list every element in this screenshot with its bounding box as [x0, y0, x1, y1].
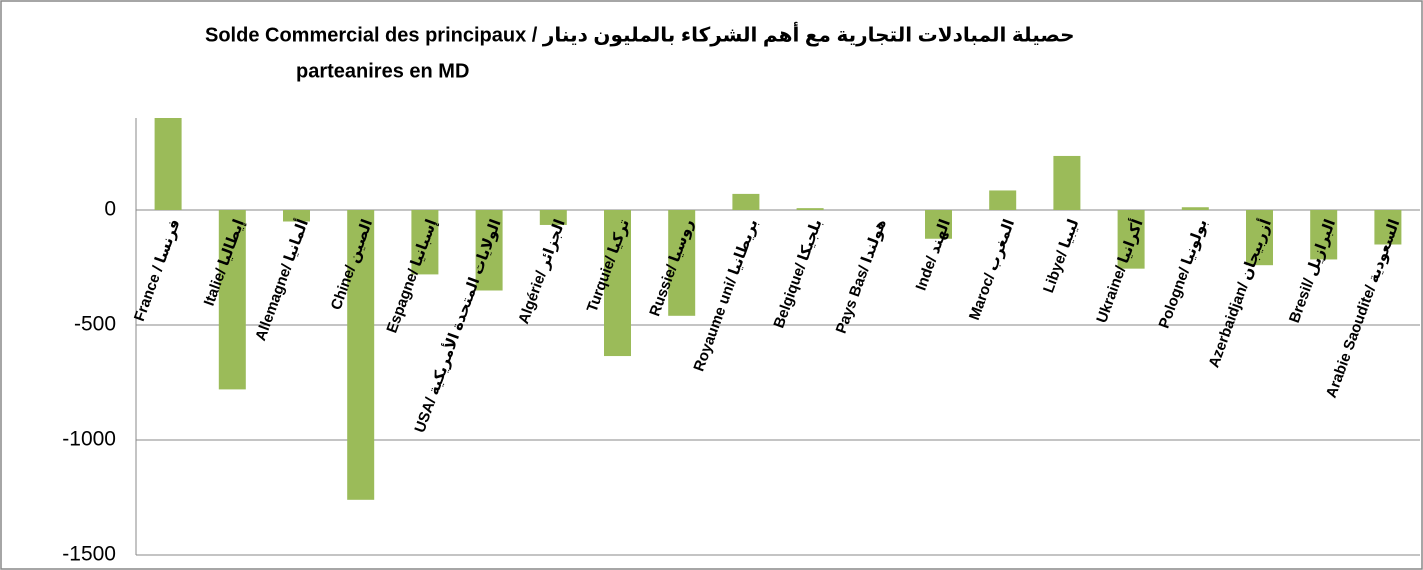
y-tick-label: 0 [104, 198, 116, 221]
bar [1374, 210, 1402, 245]
bar [1117, 210, 1145, 269]
bar [1246, 210, 1273, 266]
bar [347, 210, 375, 500]
bar [1181, 207, 1209, 210]
bar [732, 193, 760, 210]
bar [539, 210, 567, 225]
bar [411, 210, 439, 275]
bar [1310, 210, 1338, 260]
bar [604, 210, 631, 357]
chart-title: Solde Commercial des principaux / حصيلة … [205, 20, 1074, 46]
chart-title: parteanires en MD [296, 60, 469, 82]
bar [1053, 155, 1081, 210]
bar [475, 210, 503, 291]
bar [154, 118, 182, 210]
y-tick-label: -500 [74, 313, 116, 336]
bar [796, 208, 824, 210]
y-tick-label: -1000 [62, 428, 116, 451]
bar [668, 210, 696, 316]
bar [989, 190, 1017, 210]
bar [925, 210, 952, 239]
bar [283, 210, 310, 222]
y-tick-label: -1500 [62, 543, 116, 566]
bar [218, 210, 246, 390]
